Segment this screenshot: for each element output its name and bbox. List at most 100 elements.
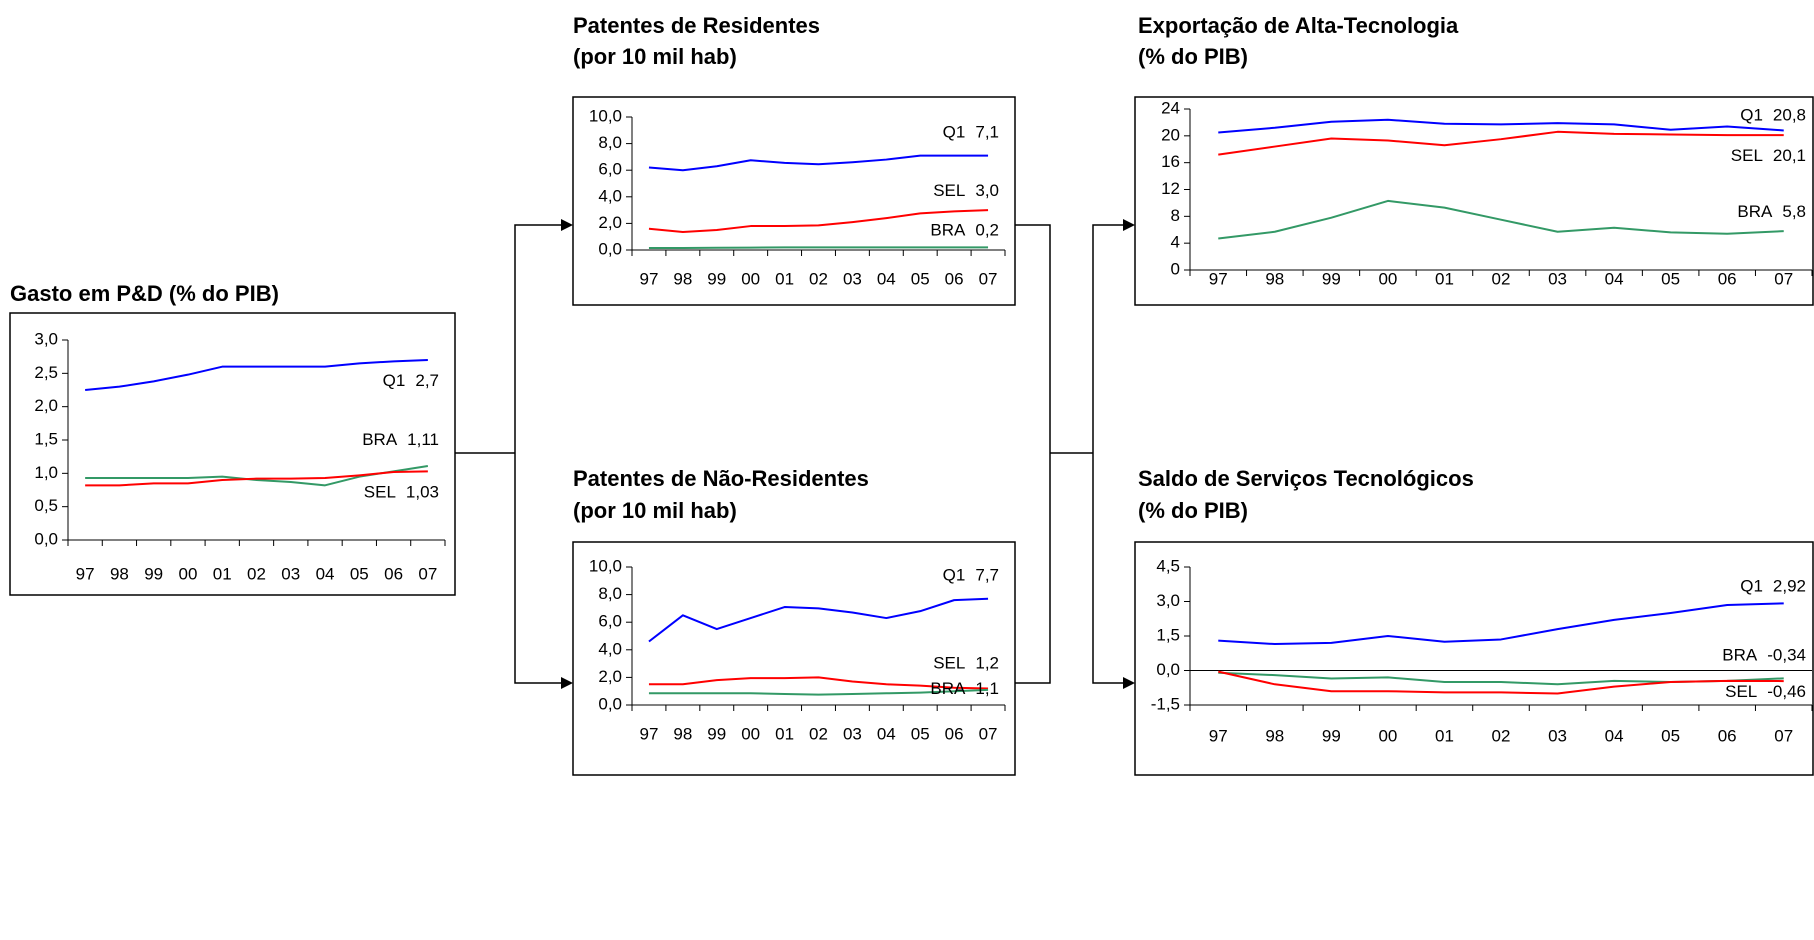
chart-subtitle: (% do PIB) <box>1138 498 1248 523</box>
x-tick-label: 01 <box>213 564 232 583</box>
series-end-label: BRA -0,34 <box>1722 646 1806 665</box>
y-tick-label: 4 <box>1171 233 1180 252</box>
series-line <box>648 688 989 696</box>
y-tick-label: 24 <box>1161 98 1180 117</box>
chart-title: Exportação de Alta-Tecnologia <box>1138 13 1459 38</box>
series-value-label: 1,11 <box>407 430 439 449</box>
series-line <box>1218 602 1784 646</box>
chart-title: Patentes de Não-Residentes <box>573 466 869 491</box>
series-end-label: SEL 3,0 <box>933 182 999 201</box>
y-tick-label: 8,0 <box>598 584 622 603</box>
x-tick-label: 98 <box>673 724 692 743</box>
y-tick-label: 0,0 <box>598 694 622 713</box>
series-name: BRA <box>1737 203 1773 222</box>
series-value-label: -0,46 <box>1767 683 1806 702</box>
y-tick-label: 0,0 <box>1156 660 1180 679</box>
chart: Saldo de Serviços Tecnológicos (% do PIB)… <box>1134 466 1814 776</box>
x-tick-label: 00 <box>741 724 760 743</box>
x-tick-label: 00 <box>1378 726 1397 745</box>
x-tick-label: 99 <box>144 564 163 583</box>
chart-title: Patentes de Residentes <box>573 13 820 38</box>
x-tick-label: 98 <box>673 269 692 288</box>
connector <box>1015 224 1051 684</box>
chart: Patentes de Residentes (por 10 mil hab) 0,… <box>572 13 1016 306</box>
y-tick-label: 10,0 <box>589 556 622 575</box>
y-tick-label: 0,5 <box>34 496 58 515</box>
series-name: SEL <box>1725 683 1757 702</box>
y-tick-label: 8 <box>1171 206 1180 225</box>
series-line <box>648 597 989 643</box>
series-line <box>1218 118 1784 134</box>
y-tick-label: 6,0 <box>598 612 622 631</box>
y-tick-label: 1,5 <box>1156 625 1180 644</box>
x-tick-label: 03 <box>843 724 862 743</box>
series-value-label: 1,03 <box>406 483 439 502</box>
series-line <box>1218 130 1784 156</box>
x-tick-label: 99 <box>1322 269 1341 288</box>
series-end-label: Q1 2,92 <box>1740 577 1806 596</box>
series-name: BRA <box>1722 646 1758 665</box>
x-tick-label: 03 <box>1548 269 1567 288</box>
series-line <box>648 676 989 690</box>
series-name: BRA <box>930 221 966 240</box>
x-tick-label: 04 <box>1605 269 1624 288</box>
series-end-label: SEL 1,2 <box>933 654 999 673</box>
y-tick-label: 0 <box>1171 259 1180 278</box>
series-value-label: 5,8 <box>1782 203 1806 222</box>
y-tick-label: 1,5 <box>34 429 58 448</box>
x-tick-label: 02 <box>1492 726 1511 745</box>
series-end-label: Q1 7,7 <box>943 566 999 585</box>
connector <box>1092 224 1125 684</box>
y-tick-label: 4,0 <box>598 639 622 658</box>
y-tick-label: 6,0 <box>598 160 622 179</box>
x-tick-label: 06 <box>1718 726 1737 745</box>
series-end-label: SEL 1,03 <box>364 483 439 502</box>
x-tick-label: 07 <box>979 269 998 288</box>
y-tick-label: 2,0 <box>598 213 622 232</box>
series-name: Q1 <box>383 371 406 390</box>
series-name: BRA <box>930 679 966 698</box>
chart-subtitle: (por 10 mil hab) <box>573 498 737 523</box>
x-tick-label: 97 <box>639 724 658 743</box>
arrow-head <box>1123 219 1135 231</box>
series-value-label: 0,2 <box>975 221 999 240</box>
x-tick-label: 05 <box>911 269 930 288</box>
y-tick-label: -1,5 <box>1151 694 1180 713</box>
chart-frame <box>1134 541 1814 776</box>
y-tick-label: 12 <box>1161 179 1180 198</box>
x-tick-label: 98 <box>1265 726 1284 745</box>
series-line <box>648 154 989 172</box>
chart: Gasto em P&D (% do PIB) 0,0 0,5 1,0 1,5 2,0 2,… <box>9 281 456 596</box>
y-tick-label: 20 <box>1161 125 1180 144</box>
series-line <box>1218 199 1784 240</box>
x-tick-label: 03 <box>1548 726 1567 745</box>
arrow-head <box>561 219 573 231</box>
series-name: SEL <box>933 654 965 673</box>
series-name: BRA <box>362 430 398 449</box>
y-tick-label: 10,0 <box>589 106 622 125</box>
x-tick-label: 02 <box>809 269 828 288</box>
arrow-head <box>1123 677 1135 689</box>
chart-frame <box>1134 96 1814 306</box>
chart: Exportação de Alta-Tecnologia (% do PIB) 0… <box>1134 13 1814 306</box>
chart-frame <box>572 96 1016 306</box>
x-tick-label: 04 <box>877 724 896 743</box>
chart: Patentes de Não-Residentes (por 10 mil ha… <box>572 466 1016 776</box>
y-tick-label: 0,0 <box>34 529 58 548</box>
series-value-label: 2,92 <box>1773 577 1806 596</box>
x-tick-label: 05 <box>350 564 369 583</box>
connectors <box>455 219 1135 689</box>
x-tick-label: 01 <box>1435 269 1454 288</box>
y-tick-label: 4,5 <box>1156 556 1180 575</box>
x-tick-label: 97 <box>639 269 658 288</box>
x-tick-label: 00 <box>178 564 197 583</box>
series-end-label: Q1 7,1 <box>943 123 999 142</box>
x-tick-label: 04 <box>1605 726 1624 745</box>
connector <box>514 224 563 684</box>
series-end-label: BRA 1,11 <box>362 430 439 449</box>
x-tick-label: 99 <box>707 269 726 288</box>
chart-frame <box>9 312 456 596</box>
x-tick-label: 04 <box>316 564 335 583</box>
chart-title: Saldo de Serviços Tecnológicos <box>1138 466 1474 491</box>
